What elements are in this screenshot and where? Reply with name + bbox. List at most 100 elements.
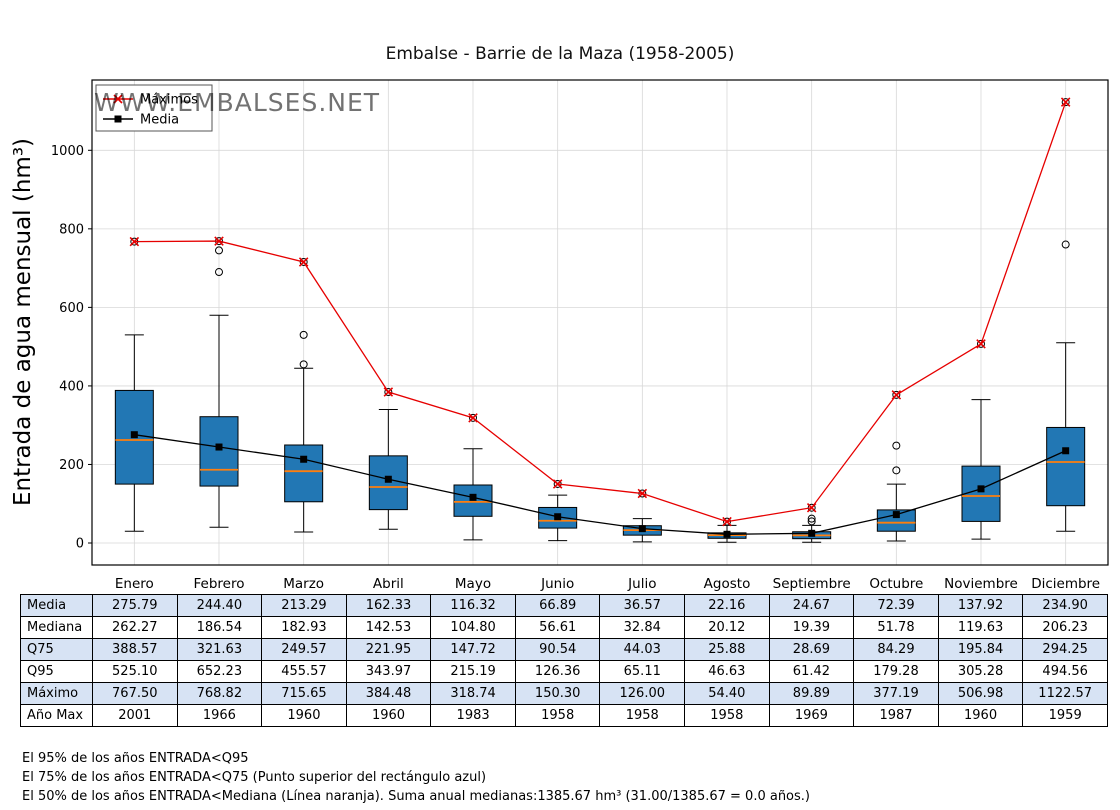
legend-media-label: Media	[140, 113, 179, 128]
outlier-marker	[892, 390, 901, 399]
table-cell: 213.29	[261, 594, 347, 617]
month-label: Febrero	[194, 576, 245, 592]
table-cell: 2001	[92, 704, 178, 727]
table-cell: 25.88	[684, 638, 770, 661]
table-cell: 215.19	[430, 660, 516, 683]
table-cell: 186.54	[176, 616, 263, 639]
month-label: Julio	[627, 576, 656, 592]
box-Diciembre	[1046, 426, 1086, 507]
x-marker-icon	[637, 488, 648, 499]
outlier-marker	[977, 339, 985, 348]
stats-table-body: Media 275.79 244.40 213.29 162.33 116.32 66.89…	[20, 594, 1108, 727]
footnote-q95: El 95% de los años ENTRADA<Q95	[22, 751, 249, 766]
table-cell: 234.90	[1022, 594, 1108, 617]
table-cell: 36.57	[599, 594, 686, 617]
table-cell: 66.89	[514, 594, 601, 617]
month-label: Diciembre	[1031, 576, 1100, 592]
table-cell: 321.63	[176, 638, 263, 661]
table-cell: 525.10	[92, 660, 178, 683]
outlier-marker	[215, 246, 223, 255]
x-marker-icon	[214, 236, 224, 246]
table-cell: 137.92	[937, 594, 1024, 617]
grid-lines	[92, 80, 1108, 565]
table-cell: 150.30	[514, 682, 601, 705]
table-cell: 244.40	[176, 594, 263, 617]
table-cell: 162.33	[345, 594, 432, 617]
table-cell: 90.54	[514, 638, 601, 661]
square-marker-icon	[215, 443, 223, 451]
table-row-q75: Q75 388.57 321.63 249.57 221.95 147.72 90.54 44…	[20, 638, 1108, 661]
plot-frame	[91, 79, 1109, 566]
outlier-marker	[1061, 98, 1070, 107]
row-label: Q95	[20, 660, 93, 683]
table-cell: 275.79	[92, 594, 178, 617]
table-cell: 56.61	[514, 616, 601, 639]
svg-text:0: 0	[76, 537, 84, 552]
table-cell: 206.23	[1022, 616, 1108, 639]
table-cell: 20.12	[684, 616, 770, 639]
outlier-marker	[807, 517, 816, 526]
x-marker-icon	[891, 390, 902, 400]
table-row-mediana: Mediana 262.27 186.54 182.93 142.53 104.80 56.…	[20, 616, 1108, 639]
table-cell: 1959	[1022, 704, 1108, 727]
table-cell: 126.36	[514, 660, 601, 683]
table-cell: 116.32	[430, 594, 516, 617]
month-label: Agosto	[704, 576, 751, 592]
maximos-polyline	[134, 101, 1067, 523]
legend: Máximos Media	[95, 84, 213, 132]
table-cell: 65.11	[599, 660, 686, 683]
table-cell: 1958	[599, 704, 686, 727]
table-cell: 377.19	[853, 682, 939, 705]
square-marker-icon	[892, 511, 900, 519]
table-cell: 715.65	[261, 682, 347, 705]
boxplots	[114, 98, 1086, 543]
outlier-marker	[807, 514, 816, 523]
x-marker-icon	[383, 387, 394, 397]
square-marker-icon	[1062, 447, 1070, 455]
table-cell: 1958	[514, 704, 601, 727]
outlier-marker	[215, 268, 223, 277]
table-cell: 72.39	[853, 594, 939, 617]
table-cell: 119.63	[937, 616, 1024, 639]
table-row-q95: Q95 525.10 652.23 455.57 343.97 215.19 126.36 6…	[20, 660, 1108, 683]
table-cell: 652.23	[176, 660, 263, 683]
table-cell: 51.78	[853, 616, 939, 639]
maximos-series	[129, 97, 1071, 527]
footnotes: El 95% de los años ENTRADA<Q95 El 75% de…	[22, 750, 810, 807]
table-cell: 384.48	[345, 682, 432, 705]
media-polyline	[134, 434, 1066, 535]
table-cell: 494.56	[1022, 660, 1108, 683]
table-cell: 1960	[345, 704, 432, 727]
outlier-marker	[1061, 240, 1070, 249]
table-cell: 54.40	[684, 682, 770, 705]
table-cell: 294.25	[1022, 638, 1108, 661]
table-cell: 104.80	[430, 616, 516, 639]
month-label: Enero	[115, 576, 154, 592]
row-label: Mediana	[20, 616, 93, 639]
table-cell: 1969	[768, 704, 855, 727]
table-cell: 19.39	[768, 616, 855, 639]
month-label: Marzo	[283, 576, 324, 592]
legend-square-marker-icon	[114, 115, 122, 123]
watermark: WWW.EMBALSES.NET	[94, 88, 380, 117]
month-label: Noviembre	[944, 576, 1018, 592]
x-marker-icon	[129, 236, 140, 247]
box-Marzo	[284, 444, 324, 503]
x-axis-labels: Enero Febrero Marzo Abril Mayo Junio Julio Agos…	[115, 576, 1100, 592]
outlier-marker	[299, 360, 308, 369]
x-marker-icon	[976, 339, 986, 349]
table-cell: 89.89	[768, 682, 855, 705]
table-cell: 182.93	[261, 616, 347, 639]
box-Febrero	[199, 416, 239, 487]
svg-text:600: 600	[59, 301, 84, 316]
row-label: Año Max	[20, 704, 93, 727]
table-cell: 1960	[261, 704, 347, 727]
svg-text:1000: 1000	[51, 144, 84, 159]
svg-text:200: 200	[59, 458, 84, 473]
outlier-marker	[469, 413, 477, 422]
y-axis: 0 200 400 600 800 1000	[51, 144, 92, 552]
legend-maximos-label: Máximos	[140, 93, 198, 108]
table-cell: 305.28	[937, 660, 1024, 683]
x-marker-icon	[1060, 97, 1071, 107]
